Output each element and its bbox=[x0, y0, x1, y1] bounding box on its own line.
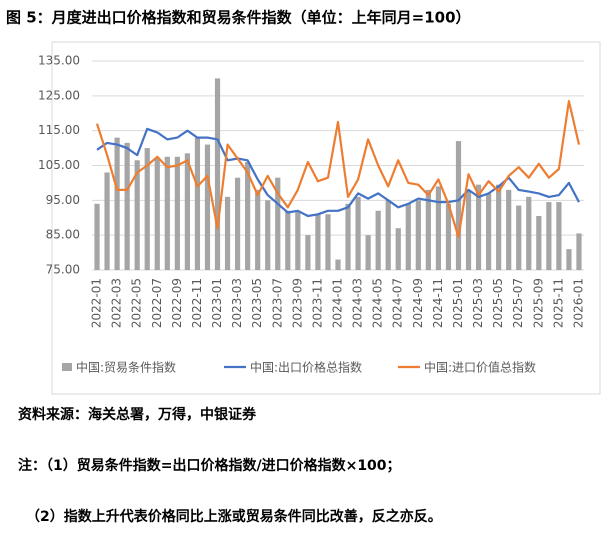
bar bbox=[184, 153, 190, 270]
bar bbox=[506, 189, 512, 270]
x-tick-label: 2023-05 bbox=[250, 278, 264, 328]
legend-label: 中国:出口价格总指数 bbox=[250, 360, 362, 375]
line bbox=[96, 127, 580, 218]
bar bbox=[475, 184, 482, 270]
bar bbox=[214, 78, 221, 271]
bar bbox=[144, 148, 150, 270]
bar bbox=[255, 189, 261, 270]
note: 注：（1）贸易条件指数=出口价格指数/进口价格指数×100； bbox=[18, 457, 401, 474]
x-tick-label: 2022-07 bbox=[150, 278, 164, 328]
bar bbox=[325, 214, 331, 270]
x-tick-label: 2024-03 bbox=[351, 278, 365, 328]
line bbox=[95, 100, 581, 238]
bar bbox=[465, 189, 472, 270]
bar bbox=[445, 203, 452, 270]
x-tick-label: 2022-09 bbox=[170, 278, 184, 328]
bar bbox=[234, 177, 241, 270]
bar bbox=[345, 203, 351, 270]
bar bbox=[526, 196, 532, 270]
x-tick-label: 2022-01 bbox=[90, 278, 104, 328]
bar bbox=[194, 137, 201, 270]
bar bbox=[556, 202, 562, 270]
bar bbox=[365, 235, 371, 270]
legend-label: 中国:进口价值总指数 bbox=[424, 360, 536, 375]
bar bbox=[355, 196, 361, 270]
x-tick-label: 2025-03 bbox=[471, 278, 485, 328]
x-tick-label: 2025-07 bbox=[511, 278, 525, 328]
bar bbox=[405, 203, 411, 270]
y-tick-label: 125.00 bbox=[38, 88, 80, 102]
bar bbox=[224, 196, 231, 270]
y-tick-label: 105.00 bbox=[38, 158, 80, 172]
bar bbox=[114, 137, 120, 270]
bar bbox=[134, 160, 140, 270]
x-tick-label: 2023-11 bbox=[310, 278, 324, 328]
x-tick-label: 2025-11 bbox=[551, 278, 565, 328]
y-tick-label: 85.00 bbox=[46, 228, 80, 242]
bar bbox=[335, 259, 341, 270]
x-tick-label: 2025-09 bbox=[531, 278, 545, 328]
bar bbox=[546, 202, 552, 270]
bar bbox=[435, 186, 442, 270]
chart-frame bbox=[51, 41, 601, 395]
bar bbox=[104, 172, 110, 270]
legend-label: 中国:贸易条件指数 bbox=[76, 360, 176, 375]
bar bbox=[285, 210, 291, 270]
bar bbox=[94, 203, 100, 270]
bar bbox=[265, 200, 271, 270]
bar bbox=[576, 233, 582, 270]
x-tick-label: 2024-01 bbox=[331, 278, 345, 328]
x-tick-label: 2023-09 bbox=[290, 278, 304, 328]
x-tick-label: 2022-05 bbox=[130, 278, 144, 328]
bar bbox=[164, 156, 170, 270]
x-tick-label: 2023-03 bbox=[230, 278, 244, 328]
x-tick-label: 2022-03 bbox=[110, 278, 124, 328]
bar bbox=[305, 235, 311, 270]
bar bbox=[174, 156, 180, 270]
y-tick-label: 115.00 bbox=[38, 123, 80, 137]
y-tick-label: 95.00 bbox=[46, 193, 80, 207]
bar bbox=[275, 177, 281, 270]
y-tick-label: 75.00 bbox=[46, 263, 80, 277]
note: （2）指数上升代表价格同比上涨或贸易条件同比改善，反之亦反。 bbox=[26, 508, 442, 525]
bar bbox=[536, 216, 542, 270]
x-tick-label: 2024-05 bbox=[371, 278, 385, 328]
bar bbox=[315, 214, 321, 270]
bar bbox=[154, 158, 160, 270]
x-tick-label: 2024-11 bbox=[431, 278, 445, 328]
x-tick-label: 2023-07 bbox=[270, 278, 284, 328]
x-tick-label: 2024-09 bbox=[411, 278, 425, 328]
bar bbox=[295, 210, 301, 270]
y-tick-label: 135.00 bbox=[38, 54, 80, 68]
x-tick-label: 2025-01 bbox=[451, 278, 465, 328]
x-tick-label: 2026-01 bbox=[571, 278, 585, 328]
bar bbox=[486, 193, 492, 270]
bar bbox=[124, 142, 130, 270]
bar bbox=[415, 200, 421, 270]
x-tick-label: 2025-05 bbox=[491, 278, 505, 328]
bar bbox=[204, 144, 211, 270]
bar bbox=[425, 189, 431, 270]
bar bbox=[375, 210, 381, 270]
bar bbox=[566, 249, 572, 270]
bar bbox=[385, 200, 391, 270]
x-tick-label: 2023-01 bbox=[210, 278, 224, 328]
source-note: 资料来源：海关总署，万得，中银证券 bbox=[18, 406, 257, 423]
x-tick-label: 2024-07 bbox=[391, 278, 405, 328]
x-tick-label: 2022-11 bbox=[190, 278, 204, 328]
chart-title: 图 5：月度进出口价格指数和贸易条件指数（单位：上年同月=100） bbox=[6, 9, 471, 27]
bar bbox=[455, 141, 462, 270]
legend-swatch bbox=[62, 363, 72, 371]
bar bbox=[245, 162, 251, 270]
bar bbox=[496, 184, 502, 270]
bar bbox=[516, 205, 522, 270]
bar bbox=[395, 228, 401, 270]
